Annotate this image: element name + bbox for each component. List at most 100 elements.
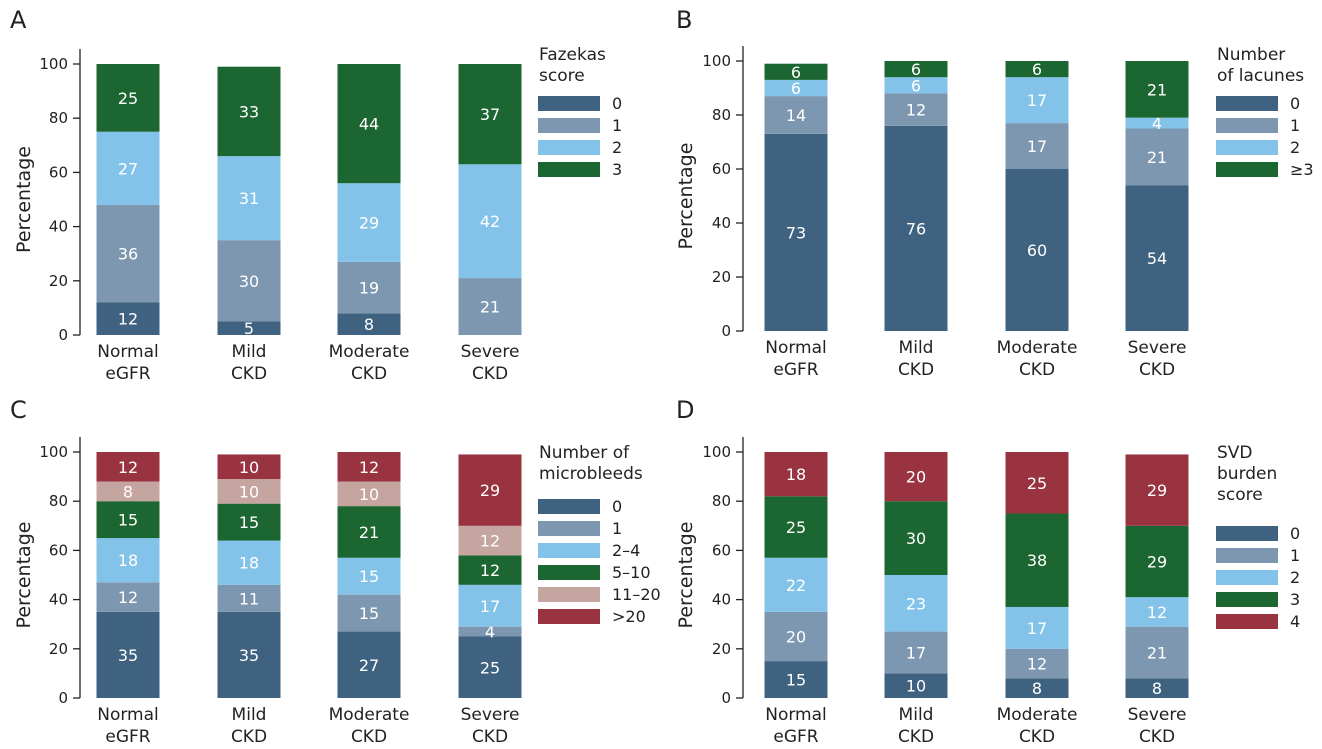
bar-segment: [96, 204, 160, 303]
data-label: 11: [239, 589, 259, 608]
data-label: 23: [906, 594, 926, 613]
category-label: Normal: [765, 338, 827, 358]
legend-label: 2–4: [612, 541, 640, 560]
panel-letter: B: [676, 6, 692, 34]
bar-segment: [764, 96, 828, 134]
data-label: 25: [786, 518, 806, 537]
category-label: CKD: [1019, 727, 1055, 747]
data-label: 37: [480, 105, 500, 124]
bar-segment: [458, 64, 522, 165]
bar-segment: [337, 631, 401, 698]
y-tick-label: 80: [49, 492, 68, 510]
bar-segment: [337, 506, 401, 558]
bar-segment: [458, 636, 522, 698]
y-tick-label: 80: [712, 106, 731, 124]
panel-d: DPercentage0204060801001520222518Normale…: [675, 396, 1300, 747]
legend-title: score: [1217, 485, 1263, 505]
legend-label: 0: [612, 497, 622, 516]
data-label: 17: [1027, 137, 1047, 156]
data-label: 35: [118, 646, 138, 665]
legend-swatch: [1216, 140, 1278, 155]
bar-segment: [764, 661, 828, 698]
y-axis-label: Percentage: [675, 522, 697, 629]
y-axis-label: Percentage: [13, 522, 35, 629]
bar-segment: [458, 278, 522, 335]
legend-label: 11–20: [612, 585, 661, 604]
y-tick-label: 60: [712, 160, 731, 178]
bar-segment: [764, 133, 828, 331]
bar-segment: [337, 557, 401, 595]
y-tick-label: 20: [49, 272, 68, 290]
legend-swatch: [538, 118, 600, 133]
bar-segment: [458, 525, 522, 556]
data-label: 8: [1032, 679, 1042, 698]
bar-segment: [764, 79, 828, 97]
data-label: 15: [359, 567, 379, 586]
data-label: 21: [1147, 148, 1167, 167]
bar-segment: [884, 125, 948, 331]
data-label: 5: [244, 319, 254, 338]
bar-segment: [217, 584, 281, 612]
bar-segment: [1125, 128, 1189, 186]
category-label: CKD: [351, 727, 387, 747]
category-label: Mild: [232, 342, 267, 362]
data-label: 12: [118, 458, 138, 477]
data-label: 36: [118, 245, 138, 264]
bar-segment: [1005, 513, 1069, 607]
data-label: 19: [359, 279, 379, 298]
bar-segment: [1005, 169, 1069, 331]
data-label: 4: [485, 623, 495, 642]
category-label: Normal: [765, 705, 827, 725]
category-label: CKD: [898, 727, 934, 747]
bar-segment: [1005, 77, 1069, 124]
bar-segment: [1005, 61, 1069, 78]
category-label: CKD: [231, 364, 267, 384]
data-label: 12: [480, 532, 500, 551]
bar-segment: [337, 313, 401, 335]
bar-segment: [1125, 61, 1189, 118]
y-axis-label: Percentage: [675, 143, 697, 250]
data-label: 12: [118, 310, 138, 329]
y-tick-label: 0: [58, 689, 68, 707]
y-tick-label: 40: [49, 218, 68, 236]
data-label: 31: [239, 189, 259, 208]
data-label: 54: [1147, 249, 1167, 268]
y-tick-label: 80: [712, 492, 731, 510]
bar-segment: [96, 481, 160, 502]
data-label: 27: [359, 656, 379, 675]
bar-segment: [96, 501, 160, 539]
bar-segment: [1005, 678, 1069, 698]
bar-segment: [884, 93, 948, 126]
category-label: CKD: [472, 727, 508, 747]
legend-label: 5–10: [612, 563, 651, 582]
category-label: Mild: [899, 338, 934, 358]
category-label: eGFR: [105, 364, 150, 384]
data-label: 10: [239, 458, 259, 477]
category-label: eGFR: [773, 727, 818, 747]
data-label: 6: [911, 76, 921, 95]
legend-title: SVD: [1217, 443, 1253, 463]
data-label: 25: [1027, 474, 1047, 493]
category-label: Severe: [461, 342, 520, 362]
bar-segment: [337, 594, 401, 632]
data-label: 29: [1147, 481, 1167, 500]
data-label: 29: [359, 214, 379, 233]
bar-segment: [1005, 123, 1069, 169]
y-tick-label: 80: [49, 109, 68, 127]
legend-label: 1: [612, 116, 622, 135]
y-tick-label: 40: [712, 591, 731, 609]
panel-letter: D: [676, 396, 694, 424]
legend-swatch: [538, 565, 600, 580]
data-label: 42: [480, 212, 500, 231]
y-tick-label: 60: [49, 541, 68, 559]
legend-swatch: [1216, 548, 1278, 563]
bar-segment: [1125, 185, 1189, 331]
bar-segment: [884, 575, 948, 632]
legend-label: 3: [1290, 590, 1300, 609]
data-label: 21: [480, 298, 500, 317]
y-tick-label: 20: [49, 640, 68, 658]
data-label: 30: [906, 529, 926, 548]
bar-segment: [337, 183, 401, 262]
category-label: CKD: [1139, 360, 1175, 380]
